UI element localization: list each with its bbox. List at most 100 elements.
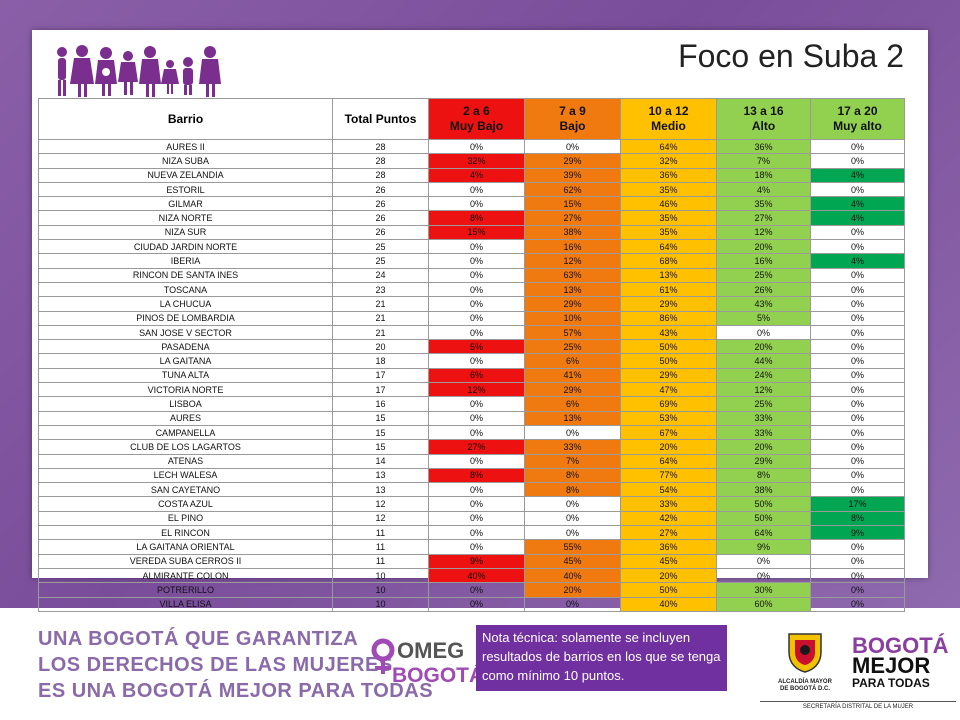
- cell-total-puntos: 26: [332, 210, 429, 226]
- cell-muy-bajo: 0%: [428, 453, 525, 469]
- cell-barrio: LA GAITANA: [38, 353, 333, 369]
- cell-total-puntos: 17: [332, 382, 429, 398]
- cell-medio: 46%: [620, 196, 717, 212]
- cell-muy-bajo: 0%: [428, 482, 525, 498]
- cell-muy-alto: 17%: [810, 496, 905, 512]
- cell-total-puntos: 12: [332, 510, 429, 527]
- cell-alto: 50%: [716, 510, 811, 527]
- cell-barrio: EL PINO: [38, 510, 333, 527]
- table-row: PINOS DE LOMBARDIA 21 0% 10% 86% 5% 0%: [38, 310, 905, 326]
- cell-muy-bajo: 0%: [428, 310, 525, 326]
- cell-medio: 61%: [620, 281, 717, 298]
- cell-total-puntos: 17: [332, 367, 429, 384]
- cell-muy-alto: 0%: [810, 367, 905, 384]
- cell-alto: 20%: [716, 239, 811, 255]
- cell-muy-alto: 0%: [810, 396, 905, 412]
- header-medio: 10 a 12 Medio: [620, 98, 717, 140]
- cell-muy-bajo: 0%: [428, 296, 525, 312]
- mejor-word: MEJOR: [852, 653, 931, 678]
- cell-bajo: 38%: [524, 224, 621, 241]
- cell-alto: 50%: [716, 496, 811, 512]
- slogan-line-1: UNA BOGOTÁ QUE GARANTIZA: [38, 628, 359, 650]
- table-header-row: Barrio Total Puntos 2 a 6 Muy Bajo 7 a 9…: [38, 98, 905, 140]
- cell-muy-bajo: 0%: [428, 353, 525, 369]
- cell-medio: 45%: [620, 553, 717, 569]
- cell-bajo: 29%: [524, 382, 621, 398]
- table-row: SAN CAYETANO 13 0% 8% 54% 38% 0%: [38, 482, 905, 498]
- cell-barrio: CLUB DE LOS LAGARTOS: [38, 439, 333, 455]
- cell-alto: 25%: [716, 396, 811, 412]
- cell-medio: 77%: [620, 467, 717, 484]
- cell-barrio: SAN JOSE V SECTOR: [38, 324, 333, 341]
- family-figures-icon: [57, 45, 221, 97]
- cell-muy-alto: 0%: [810, 138, 905, 155]
- table-row: VILLA ELISA 10 0% 0% 40% 60% 0%: [38, 596, 905, 612]
- cell-alto: 64%: [716, 525, 811, 541]
- cell-alto: 43%: [716, 296, 811, 312]
- cell-barrio: LISBOA: [38, 396, 333, 412]
- table-row: VEREDA SUBA CERROS II 11 9% 45% 45% 0% 0%: [38, 553, 905, 569]
- cell-bajo: 15%: [524, 196, 621, 212]
- campaign-slogan: UNA BOGOTÁ QUE GARANTIZA LOS DERECHOS DE…: [38, 626, 433, 704]
- cell-alto: 9%: [716, 539, 811, 555]
- cell-total-puntos: 13: [332, 467, 429, 484]
- header-medio-label: Medio: [651, 119, 686, 133]
- cell-alto: 33%: [716, 424, 811, 441]
- para-todas-word: PARA TODAS: [852, 676, 930, 690]
- cell-alto: 12%: [716, 224, 811, 241]
- cell-muy-alto: 4%: [810, 253, 905, 269]
- table-row: LA CHUCUA 21 0% 29% 29% 43% 0%: [38, 296, 905, 312]
- cell-medio: 64%: [620, 453, 717, 469]
- cell-bajo: 33%: [524, 439, 621, 455]
- cell-bajo: 0%: [524, 496, 621, 512]
- alcaldia-line-2: DE BOGOTÁ D.C.: [779, 686, 830, 692]
- omeg-logo-text: OMEG: [397, 638, 464, 663]
- cell-total-puntos: 16: [332, 396, 429, 412]
- cell-muy-alto: 0%: [810, 339, 905, 355]
- cell-total-puntos: 28: [332, 138, 429, 155]
- cell-medio: 67%: [620, 424, 717, 441]
- cell-alto: 0%: [716, 567, 811, 584]
- alcaldia-logo: ALCALDÍA MAYOR DE BOGOTÁ D.C.: [760, 630, 850, 693]
- cell-muy-bajo: 0%: [428, 510, 525, 527]
- cell-barrio: COSTA AZUL: [38, 496, 333, 512]
- header-bajo-range: 7 a 9: [559, 104, 586, 118]
- table-row: ESTORIL 26 0% 62% 35% 4% 0%: [38, 181, 905, 198]
- cell-medio: 29%: [620, 367, 717, 384]
- cell-total-puntos: 15: [332, 439, 429, 455]
- cell-total-puntos: 11: [332, 553, 429, 569]
- cell-medio: 64%: [620, 138, 717, 155]
- cell-barrio: NIZA SUBA: [38, 153, 333, 169]
- bogota-mejor-logo: BOGOTÁ MEJOR PARA TODAS: [852, 635, 952, 691]
- cell-medio: 69%: [620, 396, 717, 412]
- cell-bajo: 6%: [524, 396, 621, 412]
- table-row: LA GAITANA 18 0% 6% 50% 44% 0%: [38, 353, 905, 369]
- cell-muy-bajo: 0%: [428, 424, 525, 441]
- cell-medio: 50%: [620, 582, 717, 598]
- cell-alto: 4%: [716, 181, 811, 198]
- cell-muy-bajo: 5%: [428, 339, 525, 355]
- cell-muy-bajo: 12%: [428, 382, 525, 398]
- cell-total-puntos: 10: [332, 596, 429, 612]
- cell-barrio: TOSCANA: [38, 281, 333, 298]
- table-row: GILMAR 26 0% 15% 46% 35% 4%: [38, 196, 905, 212]
- cell-alto: 20%: [716, 439, 811, 455]
- omeg-logo-city: BOGOTÁ: [392, 664, 478, 687]
- cell-barrio: EL RINCON: [38, 525, 333, 541]
- cell-total-puntos: 25: [332, 253, 429, 269]
- cell-barrio: ESTORIL: [38, 181, 333, 198]
- cell-barrio: VEREDA SUBA CERROS II: [38, 553, 333, 569]
- cell-muy-alto: 0%: [810, 324, 905, 341]
- header-muy-bajo: 2 a 6 Muy Bajo: [428, 98, 525, 140]
- cell-medio: 42%: [620, 510, 717, 527]
- table-row: LA GAITANA ORIENTAL 11 0% 55% 36% 9% 0%: [38, 539, 905, 555]
- cell-muy-alto: 0%: [810, 467, 905, 484]
- cell-alto: 33%: [716, 410, 811, 426]
- cell-barrio: PASADENA: [38, 339, 333, 355]
- cell-medio: 53%: [620, 410, 717, 426]
- cell-alto: 30%: [716, 582, 811, 598]
- cell-muy-bajo: 8%: [428, 210, 525, 226]
- cell-bajo: 7%: [524, 453, 621, 469]
- header-barrio: Barrio: [38, 98, 333, 140]
- cell-bajo: 12%: [524, 253, 621, 269]
